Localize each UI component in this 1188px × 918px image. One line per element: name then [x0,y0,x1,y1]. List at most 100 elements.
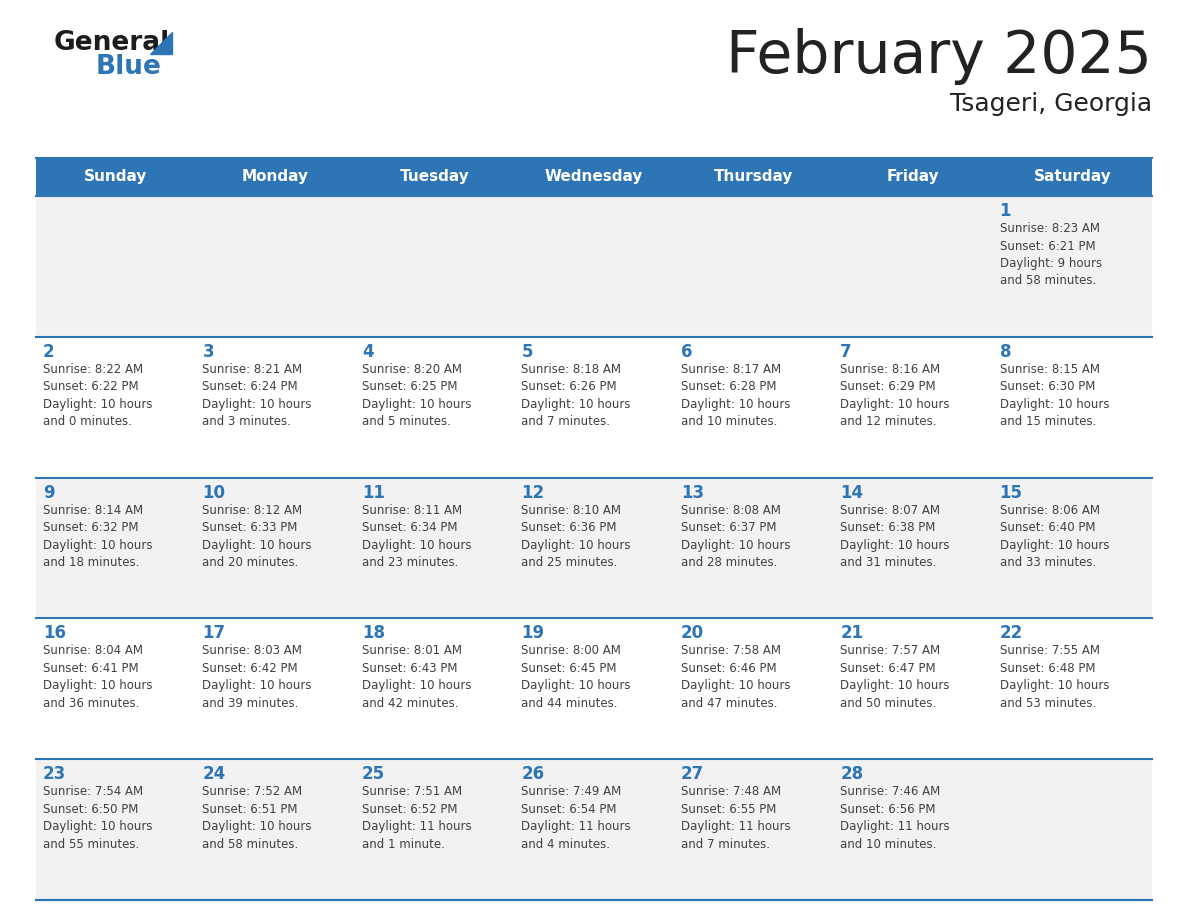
Text: 21: 21 [840,624,864,643]
Text: Sunrise: 8:04 AM
Sunset: 6:41 PM
Daylight: 10 hours
and 36 minutes.: Sunrise: 8:04 AM Sunset: 6:41 PM Dayligh… [43,644,152,710]
Text: Sunrise: 8:11 AM
Sunset: 6:34 PM
Daylight: 10 hours
and 23 minutes.: Sunrise: 8:11 AM Sunset: 6:34 PM Dayligh… [362,504,472,569]
Text: 15: 15 [999,484,1023,501]
Text: Saturday: Saturday [1034,170,1111,185]
Text: 18: 18 [362,624,385,643]
Text: Monday: Monday [241,170,309,185]
Text: General: General [53,30,170,56]
Bar [674,337,833,477]
Text: Sunrise: 7:52 AM
Sunset: 6:51 PM
Daylight: 10 hours
and 58 minutes.: Sunrise: 7:52 AM Sunset: 6:51 PM Dayligh… [202,785,312,851]
Text: 20: 20 [681,624,703,643]
Text: 27: 27 [681,766,704,783]
Text: Tuesday: Tuesday [399,170,469,185]
Bar [514,337,674,477]
Text: Sunrise: 8:06 AM
Sunset: 6:40 PM
Daylight: 10 hours
and 33 minutes.: Sunrise: 8:06 AM Sunset: 6:40 PM Dayligh… [999,504,1110,569]
Text: Sunrise: 7:54 AM
Sunset: 6:50 PM
Daylight: 10 hours
and 55 minutes.: Sunrise: 7:54 AM Sunset: 6:50 PM Dayligh… [43,785,152,851]
Bar [196,477,355,619]
Text: 5: 5 [522,342,532,361]
Text: 25: 25 [362,766,385,783]
Text: 16: 16 [43,624,67,643]
Text: Sunrise: 7:57 AM
Sunset: 6:47 PM
Daylight: 10 hours
and 50 minutes.: Sunrise: 7:57 AM Sunset: 6:47 PM Dayligh… [840,644,949,710]
Text: Sunrise: 8:10 AM
Sunset: 6:36 PM
Daylight: 10 hours
and 25 minutes.: Sunrise: 8:10 AM Sunset: 6:36 PM Dayligh… [522,504,631,569]
Text: 13: 13 [681,484,703,501]
Bar [355,619,514,759]
Text: 1: 1 [999,202,1011,220]
Bar [992,337,1152,477]
Bar [36,158,1152,196]
Text: Sunrise: 8:23 AM
Sunset: 6:21 PM
Daylight: 9 hours
and 58 minutes.: Sunrise: 8:23 AM Sunset: 6:21 PM Dayligh… [999,222,1101,287]
Bar [514,759,674,900]
Text: February 2025: February 2025 [726,28,1152,85]
Text: 10: 10 [202,484,226,501]
Bar [514,477,674,619]
Bar [674,196,833,337]
Text: Tsageri, Georgia: Tsageri, Georgia [950,92,1152,116]
Bar [36,619,196,759]
Bar [36,196,196,337]
Text: Sunrise: 7:58 AM
Sunset: 6:46 PM
Daylight: 10 hours
and 47 minutes.: Sunrise: 7:58 AM Sunset: 6:46 PM Dayligh… [681,644,790,710]
Bar [833,477,992,619]
Bar [514,619,674,759]
Bar [514,196,674,337]
Bar [196,337,355,477]
Bar [355,759,514,900]
Text: Sunrise: 8:16 AM
Sunset: 6:29 PM
Daylight: 10 hours
and 12 minutes.: Sunrise: 8:16 AM Sunset: 6:29 PM Dayligh… [840,363,949,429]
Text: 9: 9 [43,484,55,501]
Text: 22: 22 [999,624,1023,643]
Text: 8: 8 [999,342,1011,361]
Bar [992,477,1152,619]
Text: Sunrise: 8:22 AM
Sunset: 6:22 PM
Daylight: 10 hours
and 0 minutes.: Sunrise: 8:22 AM Sunset: 6:22 PM Dayligh… [43,363,152,429]
Bar [992,196,1152,337]
Bar [833,759,992,900]
Bar [36,759,196,900]
Text: Sunrise: 8:17 AM
Sunset: 6:28 PM
Daylight: 10 hours
and 10 minutes.: Sunrise: 8:17 AM Sunset: 6:28 PM Dayligh… [681,363,790,429]
Bar [36,477,196,619]
Text: Friday: Friday [886,170,940,185]
Bar [196,196,355,337]
Bar [833,619,992,759]
Text: Sunrise: 8:18 AM
Sunset: 6:26 PM
Daylight: 10 hours
and 7 minutes.: Sunrise: 8:18 AM Sunset: 6:26 PM Dayligh… [522,363,631,429]
Text: 3: 3 [202,342,214,361]
Bar [674,619,833,759]
Text: 11: 11 [362,484,385,501]
Text: Sunrise: 8:03 AM
Sunset: 6:42 PM
Daylight: 10 hours
and 39 minutes.: Sunrise: 8:03 AM Sunset: 6:42 PM Dayligh… [202,644,312,710]
Text: Sunrise: 7:51 AM
Sunset: 6:52 PM
Daylight: 11 hours
and 1 minute.: Sunrise: 7:51 AM Sunset: 6:52 PM Dayligh… [362,785,472,851]
Text: Sunrise: 8:00 AM
Sunset: 6:45 PM
Daylight: 10 hours
and 44 minutes.: Sunrise: 8:00 AM Sunset: 6:45 PM Dayligh… [522,644,631,710]
Text: Wednesday: Wednesday [545,170,643,185]
Text: Sunrise: 8:20 AM
Sunset: 6:25 PM
Daylight: 10 hours
and 5 minutes.: Sunrise: 8:20 AM Sunset: 6:25 PM Dayligh… [362,363,472,429]
Bar [355,337,514,477]
Text: 6: 6 [681,342,693,361]
Polygon shape [150,32,172,54]
Bar [833,196,992,337]
Bar [355,196,514,337]
Bar [36,337,196,477]
Text: Thursday: Thursday [714,170,794,185]
Text: Sunrise: 7:49 AM
Sunset: 6:54 PM
Daylight: 11 hours
and 4 minutes.: Sunrise: 7:49 AM Sunset: 6:54 PM Dayligh… [522,785,631,851]
Text: Sunrise: 7:48 AM
Sunset: 6:55 PM
Daylight: 11 hours
and 7 minutes.: Sunrise: 7:48 AM Sunset: 6:55 PM Dayligh… [681,785,790,851]
Text: Sunrise: 8:14 AM
Sunset: 6:32 PM
Daylight: 10 hours
and 18 minutes.: Sunrise: 8:14 AM Sunset: 6:32 PM Dayligh… [43,504,152,569]
Text: Sunday: Sunday [84,170,147,185]
Text: Sunrise: 8:08 AM
Sunset: 6:37 PM
Daylight: 10 hours
and 28 minutes.: Sunrise: 8:08 AM Sunset: 6:37 PM Dayligh… [681,504,790,569]
Text: 26: 26 [522,766,544,783]
Bar [992,759,1152,900]
Text: 28: 28 [840,766,864,783]
Text: Sunrise: 8:07 AM
Sunset: 6:38 PM
Daylight: 10 hours
and 31 minutes.: Sunrise: 8:07 AM Sunset: 6:38 PM Dayligh… [840,504,949,569]
Text: Sunrise: 8:01 AM
Sunset: 6:43 PM
Daylight: 10 hours
and 42 minutes.: Sunrise: 8:01 AM Sunset: 6:43 PM Dayligh… [362,644,472,710]
Text: 23: 23 [43,766,67,783]
Bar [196,619,355,759]
Bar [674,759,833,900]
Text: Sunrise: 8:15 AM
Sunset: 6:30 PM
Daylight: 10 hours
and 15 minutes.: Sunrise: 8:15 AM Sunset: 6:30 PM Dayligh… [999,363,1110,429]
Text: 24: 24 [202,766,226,783]
Text: 4: 4 [362,342,373,361]
Bar [833,337,992,477]
Text: Sunrise: 8:12 AM
Sunset: 6:33 PM
Daylight: 10 hours
and 20 minutes.: Sunrise: 8:12 AM Sunset: 6:33 PM Dayligh… [202,504,312,569]
Text: 19: 19 [522,624,544,643]
Bar [992,619,1152,759]
Text: 7: 7 [840,342,852,361]
Text: 12: 12 [522,484,544,501]
Bar [674,477,833,619]
Text: Sunrise: 7:46 AM
Sunset: 6:56 PM
Daylight: 11 hours
and 10 minutes.: Sunrise: 7:46 AM Sunset: 6:56 PM Dayligh… [840,785,949,851]
Bar [196,759,355,900]
Text: 14: 14 [840,484,864,501]
Text: 2: 2 [43,342,55,361]
Text: Sunrise: 8:21 AM
Sunset: 6:24 PM
Daylight: 10 hours
and 3 minutes.: Sunrise: 8:21 AM Sunset: 6:24 PM Dayligh… [202,363,312,429]
